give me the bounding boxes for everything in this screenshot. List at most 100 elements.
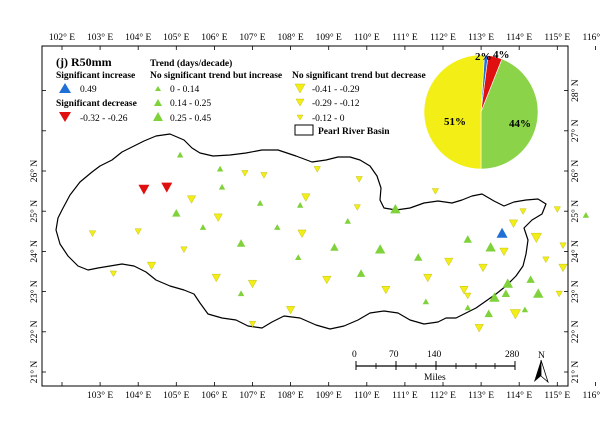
station-ns-decrease xyxy=(478,263,488,273)
longitude-label-top: 103° E xyxy=(87,32,113,43)
map-frame xyxy=(41,45,569,387)
station-ns-decrease xyxy=(88,230,97,237)
station-ns-increase xyxy=(463,235,472,243)
ns-decrease-value-1: -0.41 - -0.29 xyxy=(312,85,360,95)
ns-decrease-value-3: -0.12 - 0 xyxy=(312,114,345,124)
station-ns-increase xyxy=(330,243,339,251)
station-ns-increase xyxy=(582,212,590,218)
station-ns-decrease xyxy=(558,263,568,273)
station-ns-increase xyxy=(295,254,302,260)
ns-increase-symbol-large xyxy=(153,112,163,121)
latitude-label-left: 25° N xyxy=(29,200,40,223)
pie-label-sig-increase: 2% xyxy=(475,51,492,63)
longitude-label-bottom: 103° E xyxy=(87,390,113,401)
station-ns-decrease xyxy=(519,208,527,215)
ns-decrease-symbol-large xyxy=(294,83,306,94)
station-ns-decrease xyxy=(474,324,484,333)
longitude-label-top: 109° E xyxy=(316,32,342,43)
longitude-label-bottom: 104° E xyxy=(125,390,151,401)
station-ns-increase xyxy=(533,288,544,298)
pie-label-ns-decrease: 51% xyxy=(444,116,466,128)
station-ns-decrease xyxy=(109,270,117,278)
station-ns-increase xyxy=(296,201,304,208)
station-ns-decrease xyxy=(260,172,268,179)
trend-share-pie xyxy=(423,54,539,170)
latitude-label-left: 21° N xyxy=(29,361,40,384)
longitude-label-bottom: 107° E xyxy=(239,390,265,401)
station-ns-decrease xyxy=(559,242,567,249)
latitude-label-right: 21° N xyxy=(570,361,581,384)
latitude-label-right: 25° N xyxy=(570,200,581,223)
station-ns-increase xyxy=(489,292,500,302)
station-ns-decrease xyxy=(530,232,542,243)
longitude-label-top: 112° E xyxy=(430,32,456,43)
station-ns-decrease xyxy=(459,286,469,295)
sig-decrease-title: Significant decrease xyxy=(56,99,137,109)
longitude-label-bottom: 116° E xyxy=(582,390,600,401)
station-ns-decrease xyxy=(444,257,454,267)
ns-increase-value-3: 0.25 - 0.45 xyxy=(170,114,211,124)
station-ns-decrease xyxy=(509,309,521,320)
station-ns-increase xyxy=(237,290,245,297)
longitude-label-bottom: 108° E xyxy=(277,390,303,401)
ns-decrease-symbol-medium xyxy=(295,98,305,107)
longitude-label-top: 105° E xyxy=(163,32,189,43)
longitude-label-top: 106° E xyxy=(201,32,227,43)
ns-decrease-title: No significant trend but decrease xyxy=(292,71,426,81)
latitude-ticks-right: 21° N 22° N 23° N 24° N 25° N 26° N 27° N 28° N xyxy=(564,79,581,383)
latitude-label-right: 22° N xyxy=(570,320,581,343)
station-ns-decrease xyxy=(355,176,363,183)
station-ns-increase xyxy=(422,298,430,305)
station-ns-decrease xyxy=(247,280,258,289)
scale-label-140: 140 xyxy=(427,350,442,360)
scale-label-0: 0 xyxy=(352,350,357,360)
station-ns-increase xyxy=(484,309,493,318)
station-ns-decrease xyxy=(248,321,257,328)
station-markers xyxy=(88,151,590,333)
latitude-label-right: 28° N xyxy=(570,79,581,102)
station-ns-increase xyxy=(521,306,529,313)
latitude-label-right: 26° N xyxy=(570,160,581,183)
longitude-label-bottom: 114° E xyxy=(506,390,532,401)
longitude-label-top: 114° E xyxy=(506,32,532,43)
station-ns-increase xyxy=(526,275,535,283)
station-ns-decrease xyxy=(464,292,472,300)
station-ns-increase xyxy=(176,151,184,158)
station-ns-increase xyxy=(464,304,471,311)
pie-label-ns-increase: 44% xyxy=(509,118,531,130)
longitude-label-top: 108° E xyxy=(277,32,303,43)
sig-increase-title: Significant increase xyxy=(56,71,135,81)
station-ns-decrease xyxy=(187,195,197,204)
station-ns-decrease xyxy=(213,213,223,222)
longitude-label-bottom: 110° E xyxy=(354,390,380,401)
station-ns-decrease xyxy=(553,206,561,213)
station-ns-increase xyxy=(485,242,496,252)
longitude-label-top: 115° E xyxy=(544,32,570,43)
station-ns-increase xyxy=(414,253,423,261)
longitude-label-top: 104° E xyxy=(125,32,151,43)
station-sig-increase xyxy=(496,227,508,238)
station-sig-decrease xyxy=(138,184,150,195)
station-ns-increase xyxy=(216,165,224,172)
station-ns-decrease xyxy=(146,261,157,271)
latitude-ticks-left: 21° N 22° N 23° N 24° N 25° N 26° N xyxy=(29,90,46,384)
station-ns-increase xyxy=(236,239,246,247)
latitude-label-left: 23° N xyxy=(29,280,40,303)
panel-label: (j) R50mm xyxy=(56,55,112,69)
longitude-label-top: 110° E xyxy=(354,32,380,43)
station-ns-decrease xyxy=(313,166,321,173)
station-ns-increase xyxy=(344,218,351,224)
station-ns-decrease xyxy=(297,229,307,238)
longitude-label-top: 102° E xyxy=(49,32,75,43)
longitude-label-top: 116° E xyxy=(582,32,600,43)
station-ns-increase xyxy=(256,199,264,206)
station-ns-increase xyxy=(374,244,386,254)
longitude-label-bottom: 109° E xyxy=(316,390,342,401)
longitude-label-bottom: 105° E xyxy=(163,390,189,401)
station-ns-decrease xyxy=(301,193,311,202)
legend: (j) R50mm Trend (days/decade) Significan… xyxy=(56,55,426,137)
station-ns-decrease xyxy=(542,256,550,264)
station-ns-decrease xyxy=(286,306,296,315)
basin-legend-label: Pearl River Basin xyxy=(318,127,390,137)
